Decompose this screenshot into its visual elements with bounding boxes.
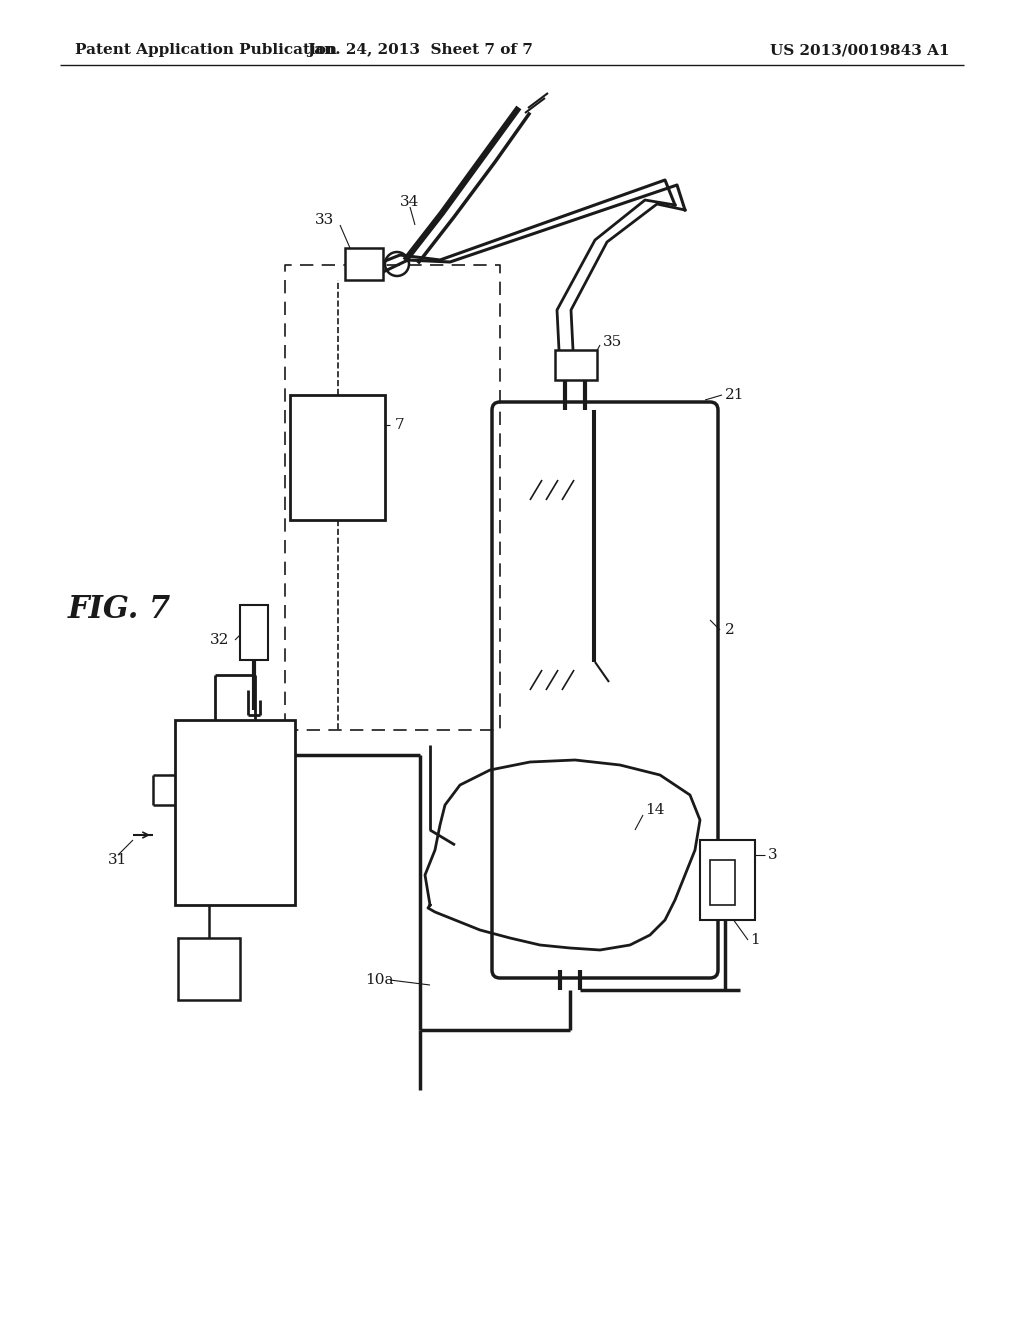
- Text: 21: 21: [725, 388, 744, 403]
- Text: 31: 31: [108, 853, 127, 867]
- Text: 7: 7: [395, 418, 404, 432]
- Text: Patent Application Publication: Patent Application Publication: [75, 44, 337, 57]
- Bar: [345, 248, 383, 280]
- Text: 2: 2: [725, 623, 735, 638]
- Bar: [178, 939, 240, 1001]
- FancyBboxPatch shape: [492, 403, 718, 978]
- Bar: [240, 605, 268, 660]
- Text: 34: 34: [400, 195, 420, 209]
- Text: US 2013/0019843 A1: US 2013/0019843 A1: [770, 44, 950, 57]
- Text: 3: 3: [768, 847, 777, 862]
- Text: 33: 33: [315, 213, 334, 227]
- Text: Jan. 24, 2013  Sheet 7 of 7: Jan. 24, 2013 Sheet 7 of 7: [307, 44, 532, 57]
- Text: 10a: 10a: [365, 973, 393, 987]
- Bar: [700, 840, 755, 920]
- Text: 14: 14: [645, 803, 665, 817]
- Text: 1: 1: [750, 933, 760, 946]
- Text: FIG. 7: FIG. 7: [68, 594, 171, 626]
- Bar: [290, 395, 385, 520]
- Bar: [710, 861, 735, 906]
- Text: 35: 35: [603, 335, 623, 348]
- Text: 32: 32: [210, 634, 229, 647]
- Bar: [555, 350, 597, 380]
- Bar: [175, 719, 295, 906]
